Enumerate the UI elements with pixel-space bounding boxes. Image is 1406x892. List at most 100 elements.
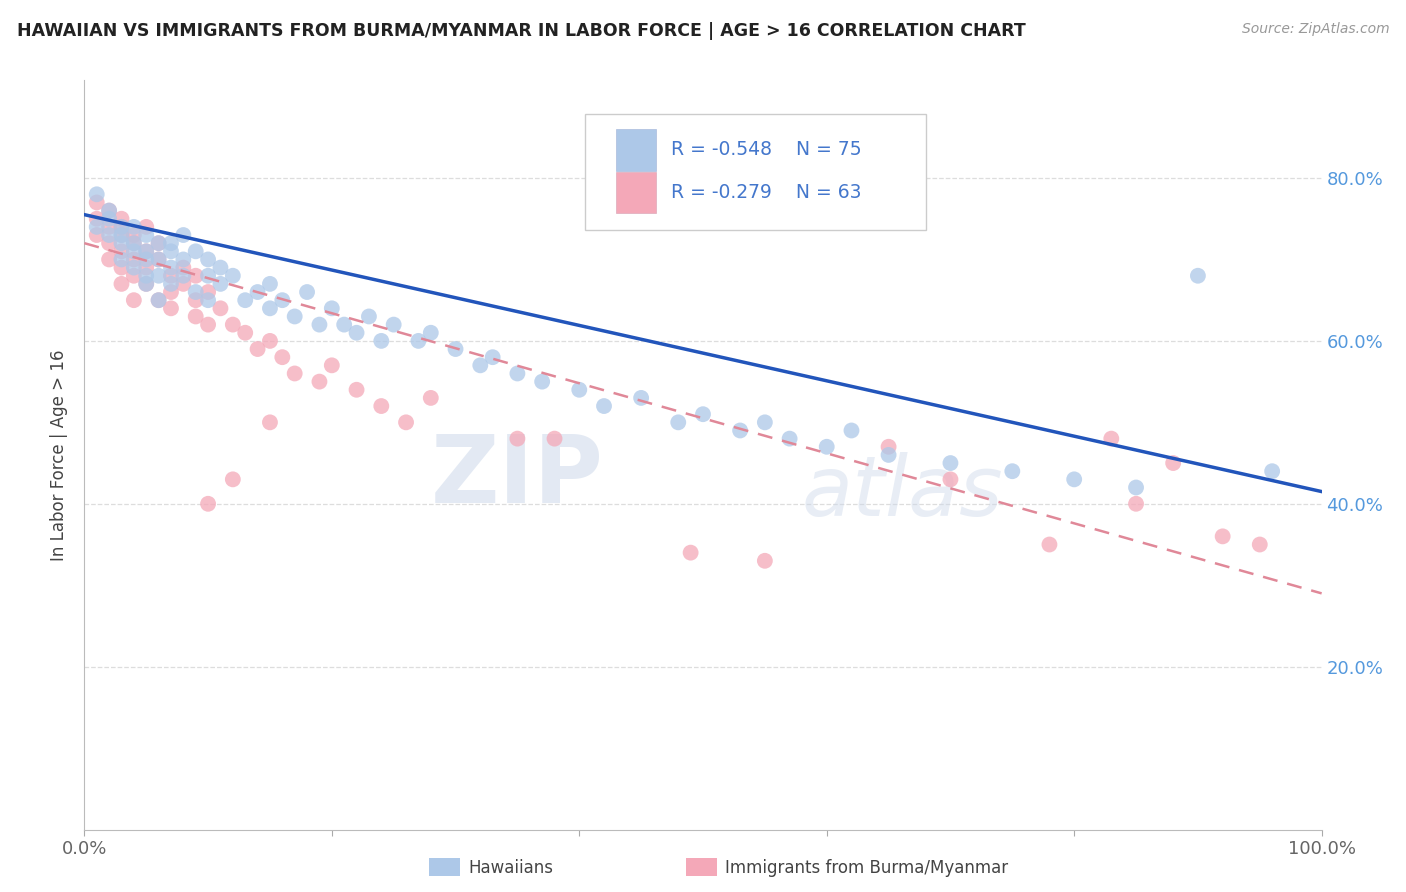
Point bbox=[148, 293, 170, 308]
Point bbox=[692, 407, 714, 421]
Point bbox=[160, 285, 183, 299]
Point bbox=[122, 244, 145, 259]
Point bbox=[754, 554, 776, 568]
Point bbox=[370, 399, 392, 413]
Point bbox=[135, 244, 157, 259]
Point bbox=[346, 383, 368, 397]
Point bbox=[98, 203, 121, 218]
Point bbox=[172, 227, 194, 242]
Point bbox=[308, 375, 330, 389]
Point bbox=[122, 219, 145, 234]
Point bbox=[98, 252, 121, 267]
Point bbox=[110, 227, 132, 242]
Point bbox=[271, 350, 294, 364]
Point bbox=[197, 497, 219, 511]
Point bbox=[148, 252, 170, 267]
Point bbox=[135, 244, 157, 259]
Point bbox=[135, 268, 157, 283]
Point bbox=[172, 277, 194, 291]
Point bbox=[531, 375, 554, 389]
Text: Hawaiians: Hawaiians bbox=[468, 859, 553, 877]
Point bbox=[246, 342, 269, 356]
Point bbox=[233, 326, 256, 340]
Text: Immigrants from Burma/Myanmar: Immigrants from Burma/Myanmar bbox=[725, 859, 1008, 877]
Text: ZIP: ZIP bbox=[432, 432, 605, 524]
Point bbox=[1161, 456, 1184, 470]
Point bbox=[568, 383, 591, 397]
Point bbox=[382, 318, 405, 332]
Point bbox=[110, 260, 132, 275]
Point bbox=[408, 334, 430, 348]
Point bbox=[160, 260, 183, 275]
Point bbox=[1038, 537, 1060, 551]
Point bbox=[470, 359, 492, 373]
Point bbox=[197, 268, 219, 283]
Point bbox=[184, 244, 207, 259]
Bar bbox=[616, 129, 657, 170]
Point bbox=[481, 350, 503, 364]
Point bbox=[1187, 268, 1209, 283]
Point bbox=[259, 277, 281, 291]
Point bbox=[308, 318, 330, 332]
Point bbox=[160, 268, 183, 283]
Point bbox=[444, 342, 467, 356]
Point bbox=[506, 432, 529, 446]
Point bbox=[728, 424, 751, 438]
Point bbox=[779, 432, 801, 446]
Point bbox=[135, 277, 157, 291]
Point bbox=[122, 236, 145, 251]
Point bbox=[1099, 432, 1122, 446]
Point bbox=[841, 424, 863, 438]
Point bbox=[122, 268, 145, 283]
Point bbox=[543, 432, 565, 446]
Point bbox=[184, 293, 207, 308]
Point bbox=[259, 301, 281, 316]
Text: R = -0.548    N = 75: R = -0.548 N = 75 bbox=[671, 140, 862, 160]
Point bbox=[209, 277, 232, 291]
FancyBboxPatch shape bbox=[585, 114, 925, 230]
Text: atlas: atlas bbox=[801, 452, 1004, 533]
Point bbox=[135, 277, 157, 291]
Text: HAWAIIAN VS IMMIGRANTS FROM BURMA/MYANMAR IN LABOR FORCE | AGE > 16 CORRELATION : HAWAIIAN VS IMMIGRANTS FROM BURMA/MYANMA… bbox=[17, 22, 1025, 40]
Point bbox=[1125, 497, 1147, 511]
Point bbox=[506, 367, 529, 381]
Point bbox=[815, 440, 838, 454]
Y-axis label: In Labor Force | Age > 16: In Labor Force | Age > 16 bbox=[51, 349, 69, 561]
Point bbox=[122, 236, 145, 251]
Point bbox=[939, 472, 962, 486]
Point bbox=[754, 415, 776, 429]
Point bbox=[1249, 537, 1271, 551]
Point bbox=[877, 440, 900, 454]
Point bbox=[284, 367, 307, 381]
Point bbox=[148, 236, 170, 251]
Point bbox=[122, 227, 145, 242]
Point bbox=[148, 268, 170, 283]
Point bbox=[333, 318, 356, 332]
Point bbox=[135, 219, 157, 234]
Point bbox=[86, 227, 108, 242]
Text: R = -0.279    N = 63: R = -0.279 N = 63 bbox=[671, 183, 862, 202]
Point bbox=[593, 399, 616, 413]
Point bbox=[1125, 481, 1147, 495]
Point bbox=[86, 187, 108, 202]
Point bbox=[197, 318, 219, 332]
Point bbox=[209, 260, 232, 275]
Point bbox=[86, 211, 108, 226]
Text: Source: ZipAtlas.com: Source: ZipAtlas.com bbox=[1241, 22, 1389, 37]
Point bbox=[197, 285, 219, 299]
Point bbox=[284, 310, 307, 324]
Point bbox=[110, 219, 132, 234]
Point bbox=[295, 285, 318, 299]
Point bbox=[148, 252, 170, 267]
Point bbox=[172, 268, 194, 283]
Point bbox=[160, 244, 183, 259]
Point bbox=[259, 415, 281, 429]
Point bbox=[110, 244, 132, 259]
Point bbox=[172, 260, 194, 275]
Point bbox=[86, 219, 108, 234]
Point bbox=[395, 415, 418, 429]
Point bbox=[939, 456, 962, 470]
Point bbox=[98, 211, 121, 226]
Point bbox=[370, 334, 392, 348]
Point bbox=[184, 310, 207, 324]
